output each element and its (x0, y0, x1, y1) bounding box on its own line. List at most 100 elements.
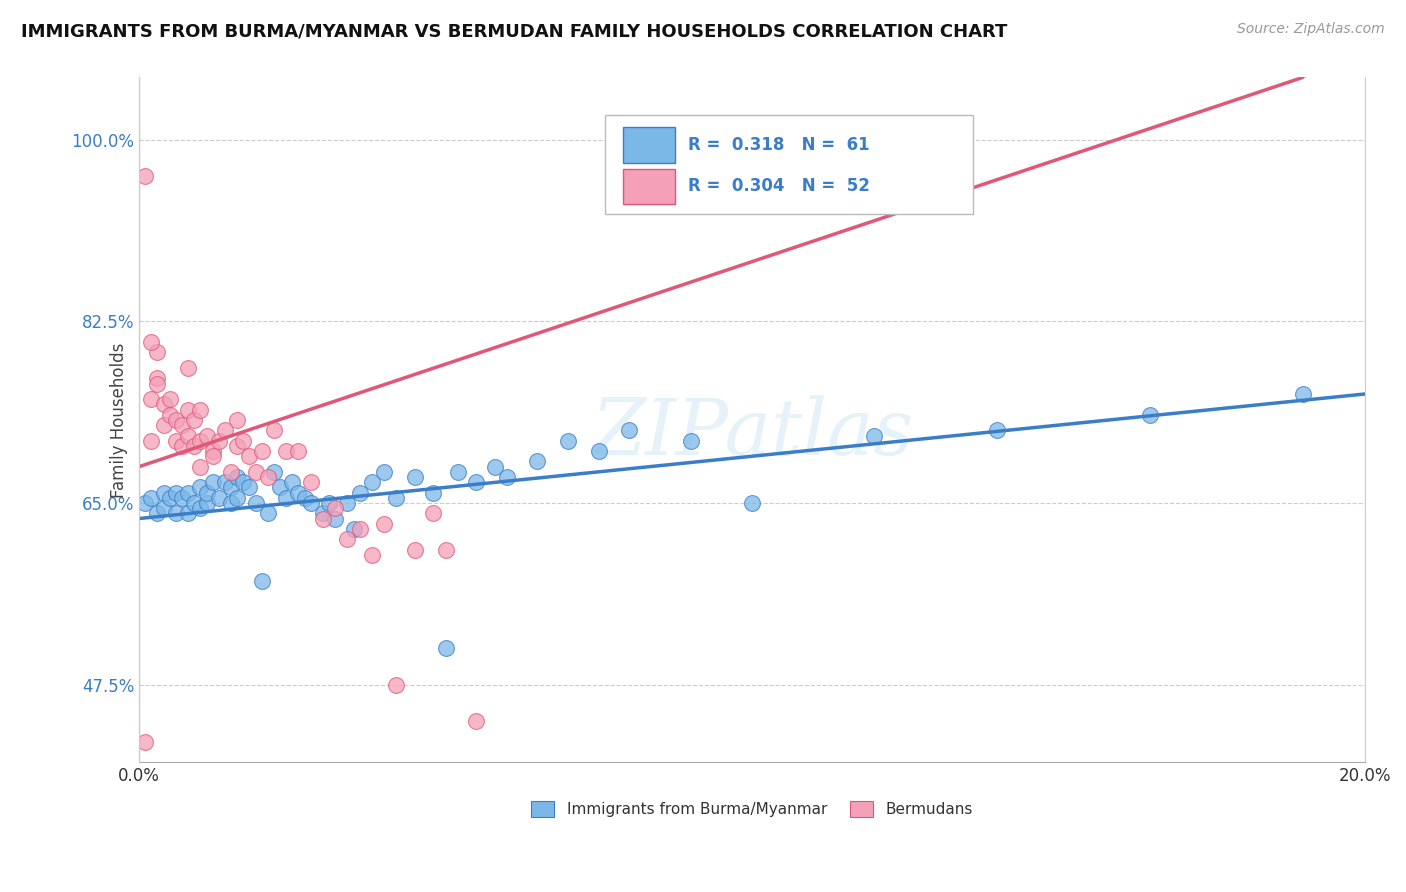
Point (226, 439, 249, 453)
Point (434, 641, 457, 656)
Point (238, 450, 260, 464)
Point (183, 413, 205, 427)
Point (183, 496, 205, 510)
Point (177, 428, 200, 442)
Point (373, 516, 395, 531)
Point (276, 491, 298, 505)
Point (165, 485, 187, 500)
Point (170, 439, 193, 453)
Point (141, 335, 163, 350)
Point (276, 444, 298, 458)
Point (177, 506, 200, 520)
Text: Source: ZipAtlas.com: Source: ZipAtlas.com (1237, 22, 1385, 37)
Point (152, 397, 174, 411)
Point (190, 459, 212, 474)
Text: R =  0.318   N =  61: R = 0.318 N = 61 (688, 136, 870, 154)
Point (361, 475, 384, 490)
Point (741, 496, 763, 510)
Point (323, 511, 346, 525)
Point (195, 428, 218, 442)
Point (195, 485, 218, 500)
Point (177, 402, 200, 417)
Point (336, 496, 359, 510)
Point (385, 677, 408, 691)
Point (141, 491, 163, 505)
Point (165, 413, 187, 427)
Point (190, 434, 212, 448)
Point (170, 418, 193, 433)
Point (342, 522, 364, 536)
Point (152, 485, 174, 500)
Point (404, 470, 426, 484)
Point (422, 485, 444, 500)
Point (256, 506, 278, 520)
FancyBboxPatch shape (623, 128, 675, 163)
Point (287, 444, 309, 458)
FancyBboxPatch shape (605, 115, 973, 214)
Point (159, 491, 181, 505)
Point (146, 371, 169, 385)
Point (152, 501, 174, 516)
Point (152, 418, 174, 433)
Point (318, 496, 340, 510)
Point (134, 496, 156, 510)
Point (134, 169, 156, 183)
Point (256, 470, 278, 484)
Point (245, 465, 267, 479)
Point (226, 413, 249, 427)
Legend: Immigrants from Burma/Myanmar, Bermudans: Immigrants from Burma/Myanmar, Bermudans (526, 795, 979, 823)
Point (208, 434, 231, 448)
Point (214, 423, 236, 437)
Point (299, 475, 322, 490)
Point (219, 496, 242, 510)
Point (557, 434, 579, 448)
Point (495, 470, 517, 484)
Point (195, 496, 218, 510)
Point (134, 734, 156, 748)
Point (312, 506, 335, 520)
Y-axis label: Family Households: Family Households (110, 343, 128, 498)
Point (336, 533, 359, 547)
Point (177, 485, 200, 500)
Point (361, 548, 384, 562)
Point (312, 511, 335, 525)
Point (159, 392, 181, 407)
Point (679, 434, 702, 448)
Point (619, 423, 641, 437)
Point (294, 491, 316, 505)
Point (141, 434, 163, 448)
Point (141, 392, 163, 407)
Point (323, 501, 346, 516)
Point (226, 470, 249, 484)
Point (232, 434, 254, 448)
Point (385, 491, 408, 505)
Point (349, 522, 371, 536)
Point (165, 434, 187, 448)
Text: IMMIGRANTS FROM BURMA/MYANMAR VS BERMUDAN FAMILY HOUSEHOLDS CORRELATION CHART: IMMIGRANTS FROM BURMA/MYANMAR VS BERMUDA… (21, 22, 1008, 40)
Point (404, 542, 426, 557)
Point (245, 496, 267, 510)
Point (1139, 408, 1161, 422)
Point (269, 480, 291, 494)
Point (183, 439, 205, 453)
Point (299, 496, 322, 510)
Point (226, 491, 249, 505)
Point (201, 450, 224, 464)
Point (238, 480, 260, 494)
Point (250, 574, 273, 588)
Point (170, 491, 193, 505)
Text: R =  0.304   N =  52: R = 0.304 N = 52 (688, 178, 870, 195)
Point (447, 465, 470, 479)
Point (250, 444, 273, 458)
Point (208, 491, 231, 505)
Point (146, 345, 169, 359)
Point (214, 475, 236, 490)
Point (201, 475, 224, 490)
Point (263, 423, 285, 437)
Point (232, 475, 254, 490)
Point (484, 459, 506, 474)
Point (190, 501, 212, 516)
Point (190, 402, 212, 417)
Point (146, 506, 169, 520)
Point (219, 465, 242, 479)
